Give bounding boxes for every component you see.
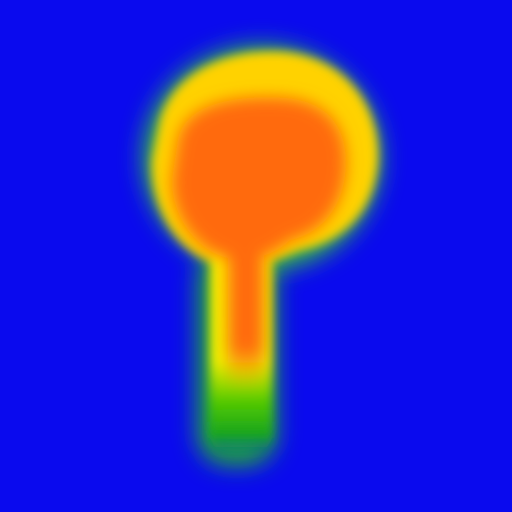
hot-core <box>172 97 346 390</box>
